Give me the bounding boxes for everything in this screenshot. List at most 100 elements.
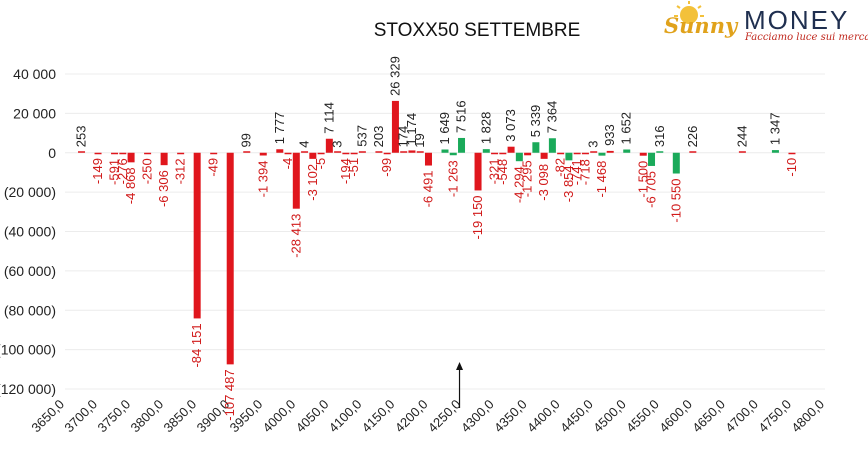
bar xyxy=(598,152,606,156)
bar xyxy=(160,152,168,166)
bar xyxy=(524,152,532,156)
data-label: -741 xyxy=(569,159,584,185)
x-tick-label: 3850,0 xyxy=(161,397,200,436)
x-tick-label: 4000,0 xyxy=(260,397,299,436)
sun-rays-icon xyxy=(674,1,704,17)
bar xyxy=(672,152,680,174)
x-tick-label: 3650,0 xyxy=(28,397,67,436)
data-label: 203 xyxy=(371,126,386,148)
data-label: -591 xyxy=(107,159,122,185)
x-tick-label: 4700,0 xyxy=(722,397,761,436)
bar xyxy=(573,152,581,155)
bar xyxy=(177,152,185,155)
data-label: 3 xyxy=(586,141,601,148)
data-label: 1 652 xyxy=(619,112,634,145)
data-label: 99 xyxy=(239,133,254,147)
data-label: -5 xyxy=(313,158,328,170)
x-tick-label: 4450,0 xyxy=(557,397,596,436)
data-label: -1 468 xyxy=(594,161,609,198)
data-label: -4 294 xyxy=(511,166,526,203)
x-tick-label: 4150,0 xyxy=(359,397,398,436)
data-label: -194 xyxy=(338,158,353,184)
bar xyxy=(656,151,664,153)
bar xyxy=(623,149,631,153)
data-label: 253 xyxy=(74,126,89,148)
data-label: -6 705 xyxy=(644,171,659,208)
x-tick-label: 4800,0 xyxy=(788,397,827,436)
data-label: -3 854 xyxy=(561,165,576,202)
bar xyxy=(350,152,358,155)
bar xyxy=(590,151,598,153)
data-label: 7 114 xyxy=(321,102,336,134)
bar xyxy=(532,142,540,153)
bar xyxy=(243,151,251,153)
y-tick-label: (80 000) xyxy=(4,302,56,318)
data-label: -718 xyxy=(577,159,592,185)
x-tick-label: 4550,0 xyxy=(623,397,662,436)
bar xyxy=(375,151,383,153)
bar xyxy=(391,100,399,153)
bar xyxy=(491,152,499,155)
bar xyxy=(111,152,119,155)
arrow-head-icon xyxy=(456,362,464,370)
data-label: 7 516 xyxy=(454,100,469,133)
annotation xyxy=(456,362,464,408)
data-label: -3 102 xyxy=(305,164,320,201)
data-label: 1 777 xyxy=(272,112,287,145)
x-tick-label: 4600,0 xyxy=(656,397,695,436)
y-axis: 40 000 20 000 0 (20 000) (40 000) (60 000) (80… xyxy=(0,66,56,397)
bar xyxy=(482,149,490,153)
x-tick-label: 4500,0 xyxy=(590,397,629,436)
data-label: 933 xyxy=(602,124,617,146)
x-tick-label: 4050,0 xyxy=(293,397,332,436)
data-label: 537 xyxy=(354,125,369,147)
bar xyxy=(458,137,466,153)
bar xyxy=(383,152,391,155)
bar xyxy=(226,152,234,365)
bar xyxy=(144,152,152,155)
sun-icon xyxy=(680,6,698,24)
x-tick-label: 3700,0 xyxy=(61,397,100,436)
bar xyxy=(301,151,309,153)
x-axis: 3650,03700,03750,03800,03850,03900,03950… xyxy=(28,397,827,436)
bar xyxy=(639,152,647,156)
data-label: -548 xyxy=(495,159,510,185)
bar xyxy=(474,152,482,191)
data-label: -1 263 xyxy=(445,160,460,197)
data-label: 244 xyxy=(734,126,749,148)
bar xyxy=(416,151,424,153)
chart-title: STOXX50 SETTEMBRE xyxy=(374,20,581,41)
data-label: -312 xyxy=(173,158,188,184)
data-label: 1 649 xyxy=(437,112,452,145)
bar xyxy=(334,151,342,153)
data-label: -49 xyxy=(206,158,221,177)
x-tick-label: 4300,0 xyxy=(458,397,497,436)
data-label: -321 xyxy=(487,158,502,184)
data-label: -28 413 xyxy=(288,214,303,258)
data-label: -19 150 xyxy=(470,195,485,239)
y-tick-label: (40 000) xyxy=(4,224,56,240)
data-label: -1 394 xyxy=(255,160,270,197)
bar xyxy=(424,152,432,166)
bar xyxy=(788,152,796,155)
data-label: 1 174 xyxy=(404,113,419,146)
data-label: -10 550 xyxy=(668,179,683,223)
x-tick-label: 4400,0 xyxy=(524,397,563,436)
data-label: 1 347 xyxy=(767,113,782,146)
x-tick-label: 4750,0 xyxy=(755,397,794,436)
bar xyxy=(606,150,614,153)
data-label: -10 xyxy=(784,158,799,177)
bar xyxy=(408,150,416,153)
data-label: -149 xyxy=(90,158,105,184)
y-tick-label: (100 000) xyxy=(0,342,56,358)
data-label: 5 339 xyxy=(528,105,543,138)
x-tick-label: 4650,0 xyxy=(689,397,728,436)
data-label: -250 xyxy=(140,158,155,184)
bar xyxy=(325,138,333,153)
x-tick-label: 4200,0 xyxy=(392,397,431,436)
bar xyxy=(193,152,201,319)
bar xyxy=(507,146,515,153)
bar xyxy=(342,152,350,155)
bar xyxy=(499,152,507,155)
